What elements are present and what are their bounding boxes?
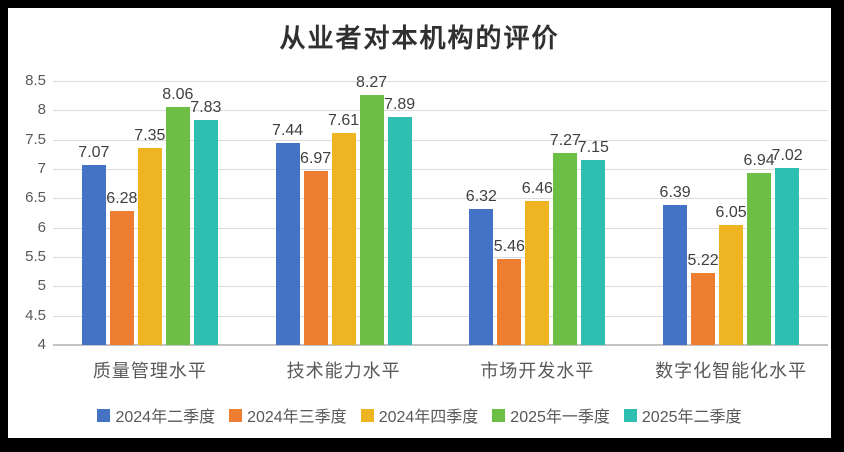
data-label: 7.02 bbox=[771, 146, 803, 164]
data-label: 6.39 bbox=[659, 183, 691, 201]
legend-swatch-icon bbox=[97, 408, 111, 422]
bar: 6.97 bbox=[300, 150, 331, 345]
data-label: 8.06 bbox=[162, 85, 194, 103]
gridline bbox=[53, 198, 828, 200]
legend-label: 2025年一季度 bbox=[510, 409, 610, 426]
bar-group: 7.07 6.28 7.35 8.06 7.83 bbox=[53, 81, 247, 345]
legend-label: 2024年四季度 bbox=[378, 409, 479, 426]
gridline bbox=[53, 81, 828, 82]
legend-item: 2025年二季度 bbox=[623, 403, 742, 427]
bar-group: 6.39 5.22 6.05 6.94 7.02 bbox=[634, 81, 828, 345]
legend-item: 2025年一季度 bbox=[492, 403, 610, 427]
legend-label: 2024年三季度 bbox=[247, 409, 347, 426]
bar: 7.27 bbox=[550, 132, 581, 345]
bar: 7.83 bbox=[190, 99, 221, 345]
legend-label: 2024年二季度 bbox=[115, 409, 216, 426]
gridline bbox=[53, 227, 828, 229]
bar: 6.28 bbox=[106, 190, 137, 345]
bar: 7.35 bbox=[134, 127, 165, 345]
data-label: 7.89 bbox=[384, 95, 416, 113]
data-label: 5.22 bbox=[687, 252, 719, 270]
legend-swatch-icon bbox=[492, 408, 506, 422]
bar: 7.15 bbox=[578, 139, 609, 345]
x-axis-line bbox=[53, 344, 828, 346]
y-tick-label: 6.5 bbox=[25, 189, 46, 207]
legend-item: 2024年二季度 bbox=[97, 403, 215, 427]
data-label: 6.05 bbox=[715, 203, 747, 221]
y-tick-label: 4 bbox=[37, 336, 46, 353]
data-label: 7.07 bbox=[78, 143, 110, 161]
gridline bbox=[53, 139, 828, 141]
x-category-label: 技术能力水平 bbox=[286, 361, 401, 381]
y-tick-label: 8 bbox=[37, 101, 46, 119]
x-category-label: 数字化智能化水平 bbox=[655, 361, 808, 381]
data-label: 7.83 bbox=[190, 99, 222, 117]
bar-group: 7.44 6.97 7.61 8.27 7.89 bbox=[247, 74, 441, 345]
gridline bbox=[53, 110, 828, 112]
chart-canvas: 从业者对本机构的评价 4 4.5 5 5.5 6 6.5 7 7.5 8 8.5 7.07 6.28… bbox=[8, 8, 831, 438]
y-tick-label: 7 bbox=[37, 160, 46, 177]
data-label: 5.46 bbox=[493, 238, 525, 256]
legend-label: 2025年二季度 bbox=[641, 409, 742, 426]
bar-groups: 7.07 6.28 7.35 8.06 7.83 7.44 6.97 7.61 8.27 7.89… bbox=[53, 74, 828, 345]
y-tick-label: 5 bbox=[37, 277, 46, 295]
gridline bbox=[53, 257, 828, 258]
data-label: 7.35 bbox=[134, 127, 166, 145]
bar: 7.07 bbox=[78, 144, 109, 345]
gridline bbox=[53, 286, 828, 288]
bar: 6.46 bbox=[522, 180, 553, 345]
bar: 7.89 bbox=[384, 96, 415, 345]
chart-title: 从业者对本机构的评价 bbox=[279, 24, 560, 54]
data-label: 6.32 bbox=[465, 187, 497, 205]
gridline bbox=[53, 315, 828, 317]
bar: 7.44 bbox=[272, 122, 303, 345]
legend: 2024年二季度 2024年三季度 2024年四季度 2025年一季度 2025年二季度 bbox=[8, 403, 831, 427]
plot-area: 4 4.5 5 5.5 6 6.5 7 7.5 8 8.5 7.07 6.28 7.35 8.06 7.8… bbox=[25, 73, 828, 353]
data-label: 6.97 bbox=[300, 149, 332, 167]
x-category-label: 质量管理水平 bbox=[92, 361, 207, 381]
data-label: 7.44 bbox=[272, 122, 304, 140]
legend-item: 2024年三季度 bbox=[229, 403, 347, 427]
y-tick-label: 8.5 bbox=[25, 72, 46, 89]
x-axis-category-labels: 质量管理水平 技术能力水平 市场开发水平 数字化智能化水平 bbox=[53, 357, 828, 383]
bar: 6.39 bbox=[660, 184, 691, 345]
bar: 5.46 bbox=[494, 238, 525, 345]
y-tick-label: 6 bbox=[37, 218, 46, 236]
gridline bbox=[53, 169, 828, 170]
legend-item: 2024年四季度 bbox=[360, 403, 479, 427]
legend-swatch-icon bbox=[229, 408, 243, 422]
bar-group: 6.32 5.46 6.46 7.27 7.15 bbox=[441, 81, 635, 345]
data-label: 6.28 bbox=[106, 190, 138, 208]
data-label: 6.94 bbox=[743, 151, 775, 169]
data-label: 7.61 bbox=[328, 112, 360, 130]
bar: 8.27 bbox=[356, 74, 387, 345]
bar: 7.02 bbox=[772, 147, 803, 345]
bar: 5.22 bbox=[688, 252, 719, 345]
bar: 6.05 bbox=[716, 204, 747, 345]
y-tick-label: 5.5 bbox=[25, 248, 46, 265]
y-tick-label: 7.5 bbox=[25, 130, 46, 148]
y-tick-label: 4.5 bbox=[25, 306, 46, 324]
data-label: 7.15 bbox=[577, 139, 609, 157]
bar: 6.94 bbox=[744, 152, 775, 345]
bar: 8.06 bbox=[162, 86, 193, 345]
data-label: 8.27 bbox=[356, 73, 388, 91]
bar: 6.32 bbox=[466, 188, 497, 345]
x-category-label: 市场开发水平 bbox=[480, 361, 595, 381]
data-label: 7.27 bbox=[549, 132, 581, 150]
legend-swatch-icon bbox=[360, 408, 374, 422]
bar: 7.61 bbox=[328, 112, 359, 345]
data-label: 6.46 bbox=[521, 179, 553, 197]
legend-swatch-icon bbox=[623, 408, 637, 422]
